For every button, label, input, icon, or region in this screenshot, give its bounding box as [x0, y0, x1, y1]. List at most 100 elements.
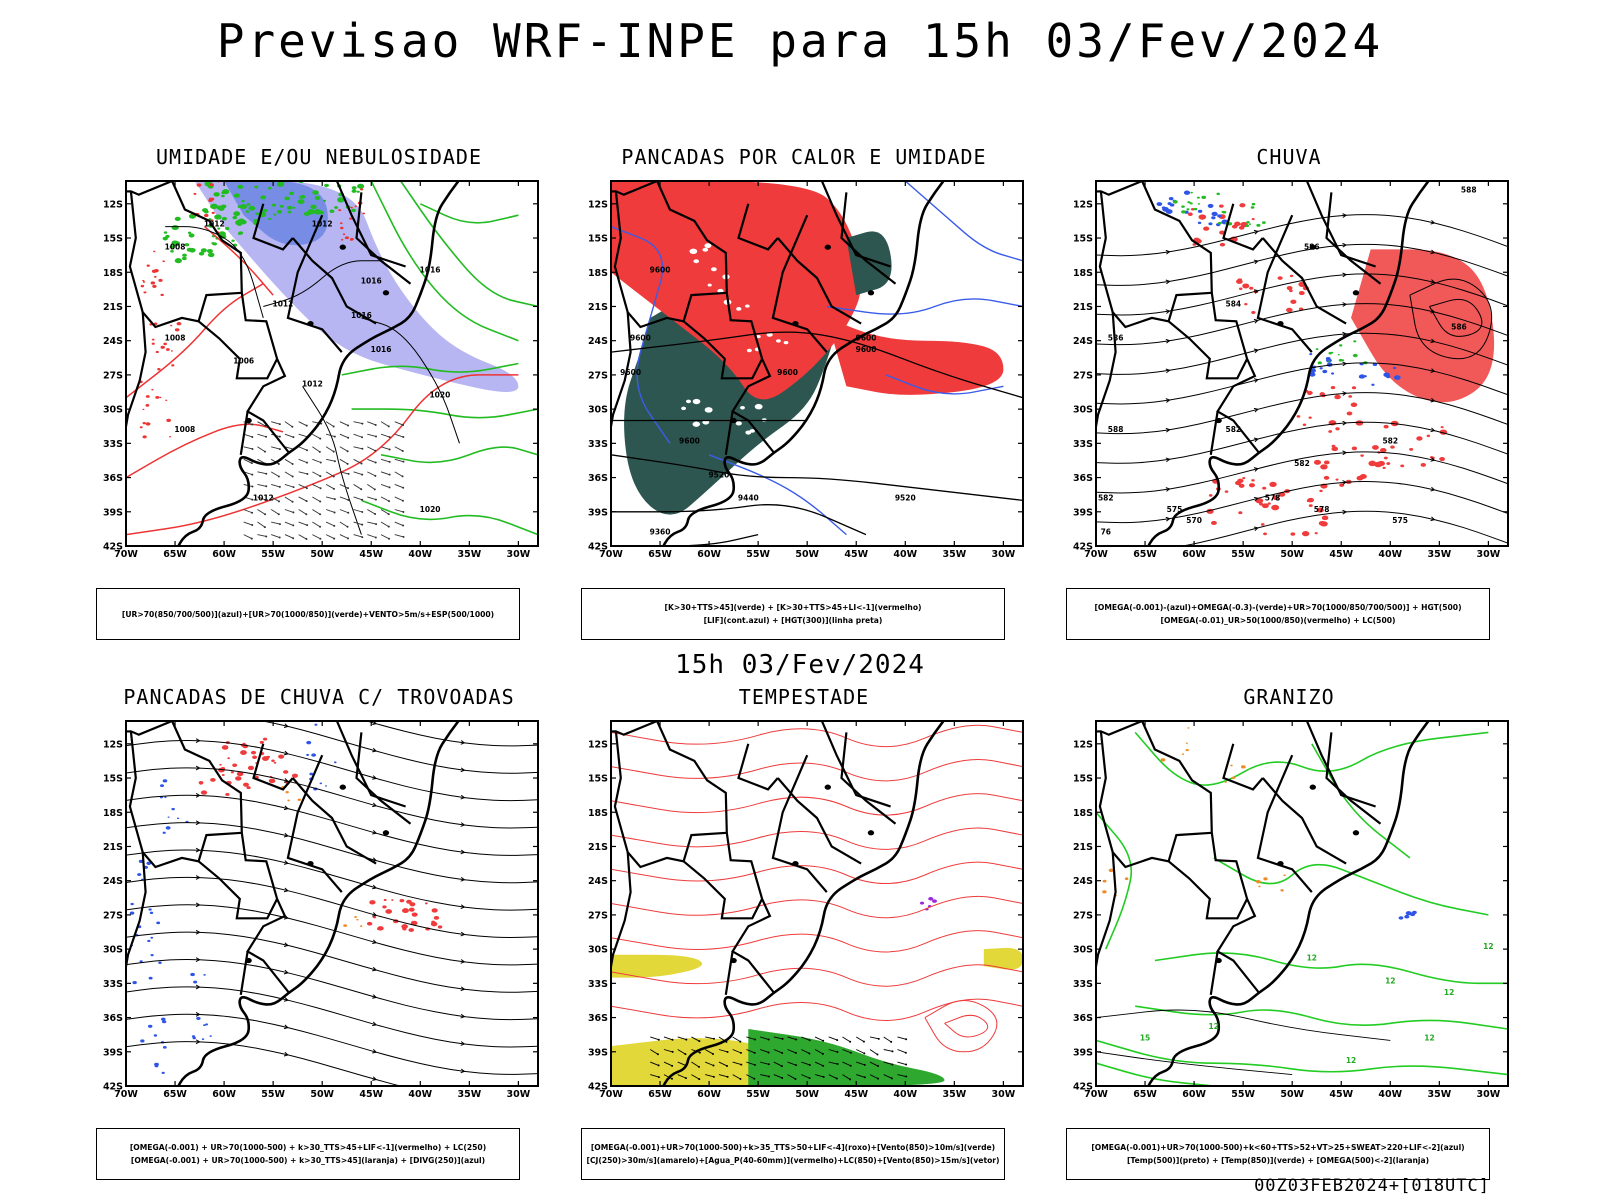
humidity-low-green: [217, 227, 221, 230]
rain-green: [1338, 358, 1343, 362]
humidity-low-green: [312, 190, 319, 195]
humidity-low-green: [225, 227, 230, 231]
divergence-blue: [153, 1034, 158, 1037]
contour-label: 15: [1140, 1033, 1150, 1042]
stream-arrow: [1342, 302, 1348, 307]
wind-vector: [773, 1036, 783, 1040]
stream-arrow: [1430, 219, 1436, 225]
wind-vector: [325, 433, 335, 438]
contour-label: 1012: [312, 220, 333, 229]
contour-label: 12: [1307, 954, 1317, 963]
wind-vector: [663, 1061, 673, 1067]
vector-head: [332, 450, 335, 453]
thunder-red: [385, 909, 393, 914]
border-line: [128, 191, 242, 329]
wind-spots-red: [349, 217, 353, 220]
wind-vector: [367, 471, 376, 477]
vector-head: [347, 498, 350, 501]
contour-label: 1006: [233, 357, 254, 366]
vector-head: [685, 1038, 688, 1041]
temp850-contour: [1096, 1062, 1214, 1086]
vector-head: [402, 436, 405, 439]
divergence-blue: [154, 1062, 159, 1067]
vector-head: [318, 450, 321, 453]
vector-head: [795, 1038, 798, 1041]
stream-arrow: [1165, 398, 1171, 403]
wind-vector: [842, 1074, 851, 1080]
lat-label: 24S: [1073, 336, 1093, 347]
rain-red-spots: [1298, 291, 1305, 296]
stream-arrow: [1165, 309, 1171, 314]
vector-head: [361, 422, 364, 425]
stream-arrow: [372, 966, 378, 972]
vector-head: [671, 1050, 674, 1053]
wind-vector: [339, 421, 349, 426]
rain-blue: [1309, 372, 1316, 377]
vector-head: [388, 436, 391, 439]
rain-red-spots: [1224, 490, 1229, 493]
contour-label: 9440: [738, 493, 759, 502]
wind-vector: [677, 1049, 686, 1055]
vector-head: [767, 1075, 770, 1078]
clear-area: [704, 407, 713, 413]
vector-head: [278, 485, 281, 488]
map-content: [126, 721, 538, 1086]
lat-label: 33S: [1073, 439, 1093, 450]
stream-arrow: [1342, 272, 1348, 278]
wind-vector: [367, 521, 377, 525]
wind-vector: [801, 1074, 810, 1079]
vector-head: [863, 1076, 866, 1079]
wind-vector: [353, 521, 363, 526]
lat-label: 27S: [588, 910, 608, 921]
vector-head: [305, 449, 308, 452]
vector-head: [862, 1040, 865, 1043]
vector-head: [374, 423, 377, 426]
vector-head: [333, 460, 336, 463]
wind-spots-red: [208, 198, 213, 203]
wind-vector: [856, 1061, 865, 1066]
wind-vector: [298, 471, 308, 475]
border-line: [355, 732, 412, 825]
thunder-red: [408, 928, 415, 932]
lat-label: 12S: [588, 739, 608, 750]
vector-head: [374, 536, 377, 539]
lon-label: 40W: [408, 549, 432, 560]
rain-red-spots: [1238, 483, 1245, 488]
lake: [245, 417, 252, 424]
wind-vector: [691, 1074, 700, 1080]
border-line: [771, 754, 828, 893]
lon-label: 70W: [1084, 1089, 1108, 1100]
omega-orange: [1224, 781, 1227, 783]
vector-head: [292, 537, 295, 540]
vector-head: [388, 448, 391, 451]
lon-label: 60W: [697, 1089, 721, 1100]
humidity-low-green: [181, 256, 187, 261]
humidity-low-green: [170, 249, 174, 253]
wind-spots-red: [152, 284, 157, 288]
rain-blue: [1217, 214, 1222, 218]
vector-head: [795, 1064, 798, 1067]
wind-vector: [394, 509, 404, 513]
lc250-streamline: [126, 849, 538, 911]
lat-label: 36S: [588, 473, 608, 484]
vector-head: [712, 1064, 715, 1067]
wind-vector: [705, 1036, 715, 1040]
stream-arrow: [1165, 368, 1171, 374]
lake: [824, 244, 831, 250]
humidity-low-green: [186, 247, 193, 252]
vector-head: [387, 513, 390, 516]
rain-red-spots: [1262, 486, 1267, 490]
thunder-red: [411, 912, 418, 917]
legend-line: [UR>70(850/700/500)](azul)+[UR>70(1000/8…: [121, 609, 495, 619]
lon-label: 70W: [599, 549, 623, 560]
wind-vector: [787, 1074, 796, 1080]
wind-spots-red: [142, 281, 146, 283]
wind-spots-red: [159, 396, 162, 399]
wind-vector: [284, 421, 293, 428]
stream-arrow: [1253, 259, 1259, 265]
clear-area: [693, 259, 700, 264]
stream-arrow: [1342, 391, 1348, 396]
wind-vector: [814, 1036, 824, 1042]
lon-label: 50W: [310, 1089, 334, 1100]
